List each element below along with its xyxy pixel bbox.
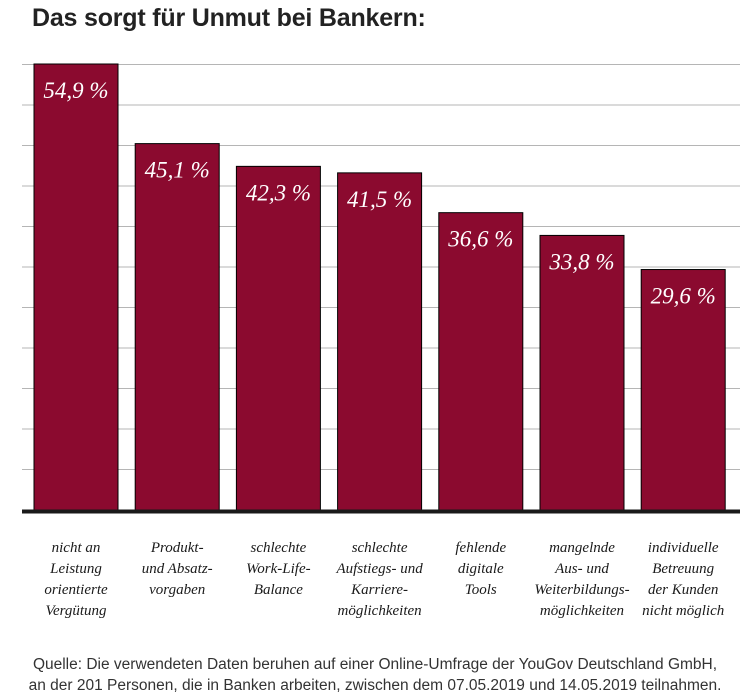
value-label-2: 45,1 % (145, 158, 210, 183)
category-label-7: individuelle Betreuung der Kunden nicht mög… (642, 540, 724, 619)
bar-6 (539, 234, 625, 511)
source-note: Quelle: Die verwendeten Daten beruhen au… (0, 654, 750, 696)
value-label-5: 36,6 % (447, 227, 513, 252)
category-label-6: mangelnde Aus- und Weiterbildungs-möglichk… (534, 540, 629, 619)
value-label-1: 54,9 % (43, 78, 108, 103)
value-label-4: 41,5 % (347, 187, 412, 212)
bar-1 (33, 63, 119, 511)
bars (33, 63, 726, 511)
bar-4 (337, 172, 423, 511)
value-labels: 54,9 % 45,1 % 42,3 % 41,5 % 36,6 % 33,8 % 29,6… (43, 78, 715, 309)
bar-5 (438, 212, 524, 511)
category-label-3: schlechte Work-Life-Balance (246, 540, 310, 598)
bar-chart: 54,9 % 45,1 % 42,3 % 41,5 % 36,6 % 33,8 % 29,6… (22, 63, 740, 619)
bar-2 (134, 143, 220, 511)
bar-7 (640, 269, 726, 511)
source-line-1: Quelle: Die verwendeten Daten beruhen au… (32, 656, 718, 673)
value-label-6: 33,8 % (548, 249, 614, 274)
value-label-3: 42,3 % (246, 180, 311, 205)
bar-3 (235, 165, 321, 511)
category-label-5: fehlende digitale Tools (455, 540, 506, 598)
value-label-7: 29,6 % (651, 284, 716, 309)
source-line-2: an der 201 Personen, die in Banken arbei… (28, 677, 722, 694)
category-labels: nicht an Leistung orientierte Vergütung Prod… (44, 540, 724, 619)
category-label-4: schlechte Aufstiegs- und Karriere-möglichk… (335, 540, 423, 619)
chart-title: Das sorgt für Unmut bei Bankern: (32, 4, 426, 32)
category-label-2: Produkt-und Absatz-vorgaben (142, 540, 213, 598)
category-label-1: nicht an Leistung orientierte Vergütung (44, 540, 108, 619)
